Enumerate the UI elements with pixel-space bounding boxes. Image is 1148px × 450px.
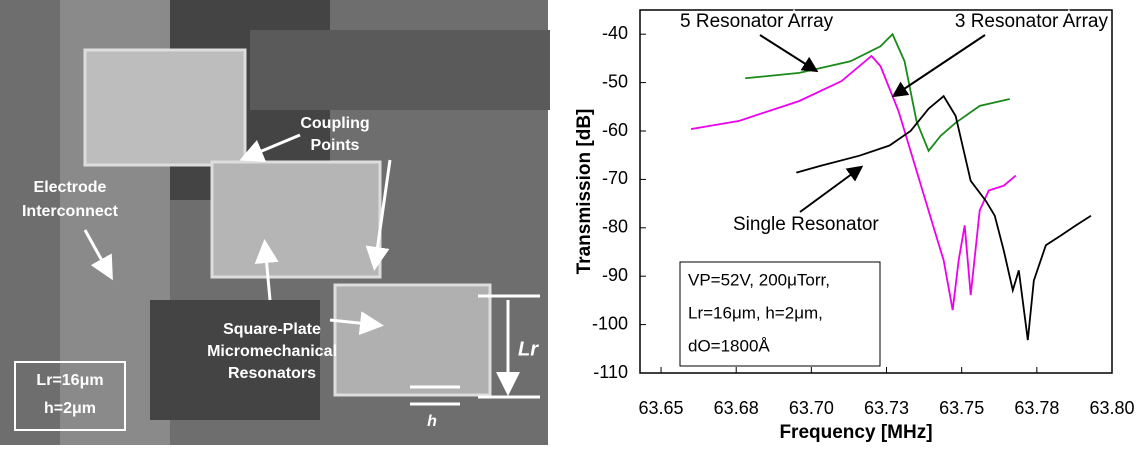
image-label: Lr [518,338,539,360]
image-label: Coupling [300,115,369,132]
y-tick-label: -40 [602,23,628,43]
y-axis-label: Transmission [dB] [574,109,595,275]
image-label: Square-Plate [223,321,321,338]
y-tick-label: -70 [602,168,628,188]
series-arrow [895,35,985,95]
y-tick-label: -50 [602,71,628,91]
image-label: Resonators [228,365,316,382]
image-label: Micromechanical [207,343,337,360]
image-label: h=2μm [44,400,96,417]
y-tick-label: -100 [592,313,628,333]
series-arrow [800,168,860,212]
image-label: h [427,413,437,430]
image-label: Electrode [34,179,107,196]
figure: Coupling Points Electrode Interconnect Squar… [0,0,1148,445]
image-label: Points [311,137,360,154]
annotation: dO=1800Å [688,336,770,355]
y-tick-label: -90 [602,265,628,285]
y-tick-label: -110 [593,362,628,382]
image-label: Lr=16μm [36,372,103,389]
x-tick-label: 63.68 [714,398,759,418]
x-tick-label: 63.70 [789,398,834,418]
x-axis-label: Frequency [MHz] [779,422,932,443]
annotation: VP=52V, 200μTorr, [688,270,830,289]
chart: -110 -100 -90 -80 -70 -60 -50 -40 63.65 63.68 63.7… [574,10,1135,443]
x-tick-label: 63.65 [639,398,684,418]
x-tick-label: 63.73 [864,398,909,418]
x-tick-label: 63.78 [1014,398,1059,418]
x-tick-label: 63.80 [1089,398,1134,418]
annotation: Lr=16μm, h=2μm, [688,303,823,322]
y-tick-label: -60 [602,120,628,140]
y-tick-label: -80 [602,217,628,237]
series-label: 3 Resonator Array [955,11,1109,32]
series-arrow [760,35,815,70]
image-label: Interconnect [22,203,119,220]
series-label: Single Resonator [733,214,879,235]
series-label: 5 Resonator Array [680,11,834,32]
x-tick-label: 63.75 [939,398,984,418]
